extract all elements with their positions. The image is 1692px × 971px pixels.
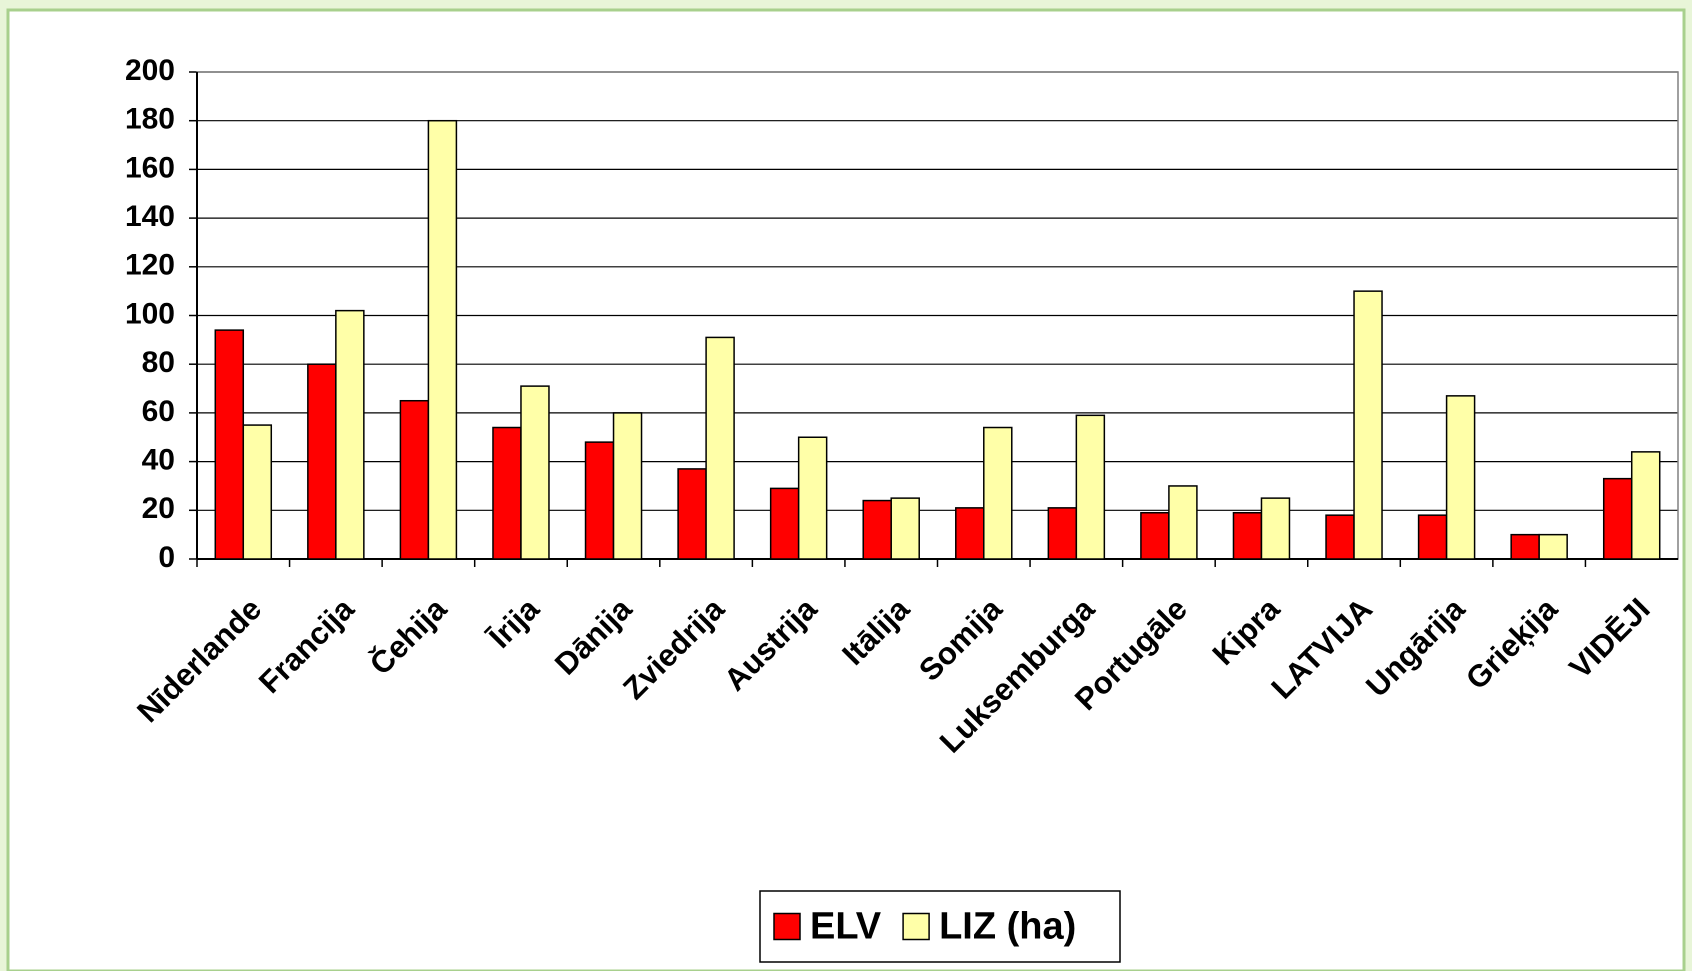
y-tick-label: 100 <box>125 297 175 330</box>
y-tick-label: 120 <box>125 249 175 282</box>
bar <box>520 385 550 560</box>
bar <box>242 424 273 560</box>
y-tick-label: 180 <box>125 103 175 136</box>
y-tick-label: 40 <box>142 444 175 477</box>
bar <box>1538 533 1568 560</box>
legend-label: ELV <box>810 906 882 948</box>
bar <box>1630 451 1661 560</box>
legend-swatch <box>773 912 801 941</box>
bar <box>1140 511 1170 560</box>
y-tick-label: 80 <box>142 346 175 379</box>
bar <box>399 399 430 560</box>
bar <box>1602 477 1633 560</box>
bar <box>862 499 892 560</box>
bar <box>890 497 920 560</box>
bar <box>1075 414 1106 560</box>
legend-swatch <box>902 912 930 941</box>
bar <box>797 436 828 560</box>
bar <box>705 336 735 560</box>
bar <box>677 468 707 560</box>
bar <box>612 412 643 560</box>
bar <box>335 309 365 560</box>
legend-box <box>759 890 1121 963</box>
bar <box>955 507 985 560</box>
y-tick-label: 140 <box>125 200 175 233</box>
bar <box>1510 533 1540 560</box>
y-tick-label: 20 <box>142 492 175 525</box>
bar <box>1445 395 1476 560</box>
bar <box>769 487 800 560</box>
bar <box>307 363 337 560</box>
bar <box>427 119 458 560</box>
y-tick-label: 160 <box>125 151 175 184</box>
bar <box>1047 507 1078 560</box>
bar <box>1168 485 1198 560</box>
y-tick-label: 200 <box>125 54 175 87</box>
legend-label: LIZ (ha) <box>939 906 1076 948</box>
bar <box>584 441 615 560</box>
bar <box>214 329 245 560</box>
panel <box>6 8 1686 971</box>
bar <box>1325 514 1355 560</box>
bar <box>492 426 522 560</box>
bar <box>983 426 1013 560</box>
bar <box>1232 511 1263 560</box>
bar <box>1260 497 1291 560</box>
bar <box>1417 514 1448 560</box>
y-tick-label: 60 <box>142 395 175 428</box>
bar <box>1353 290 1383 560</box>
y-tick-label: 0 <box>158 541 175 574</box>
